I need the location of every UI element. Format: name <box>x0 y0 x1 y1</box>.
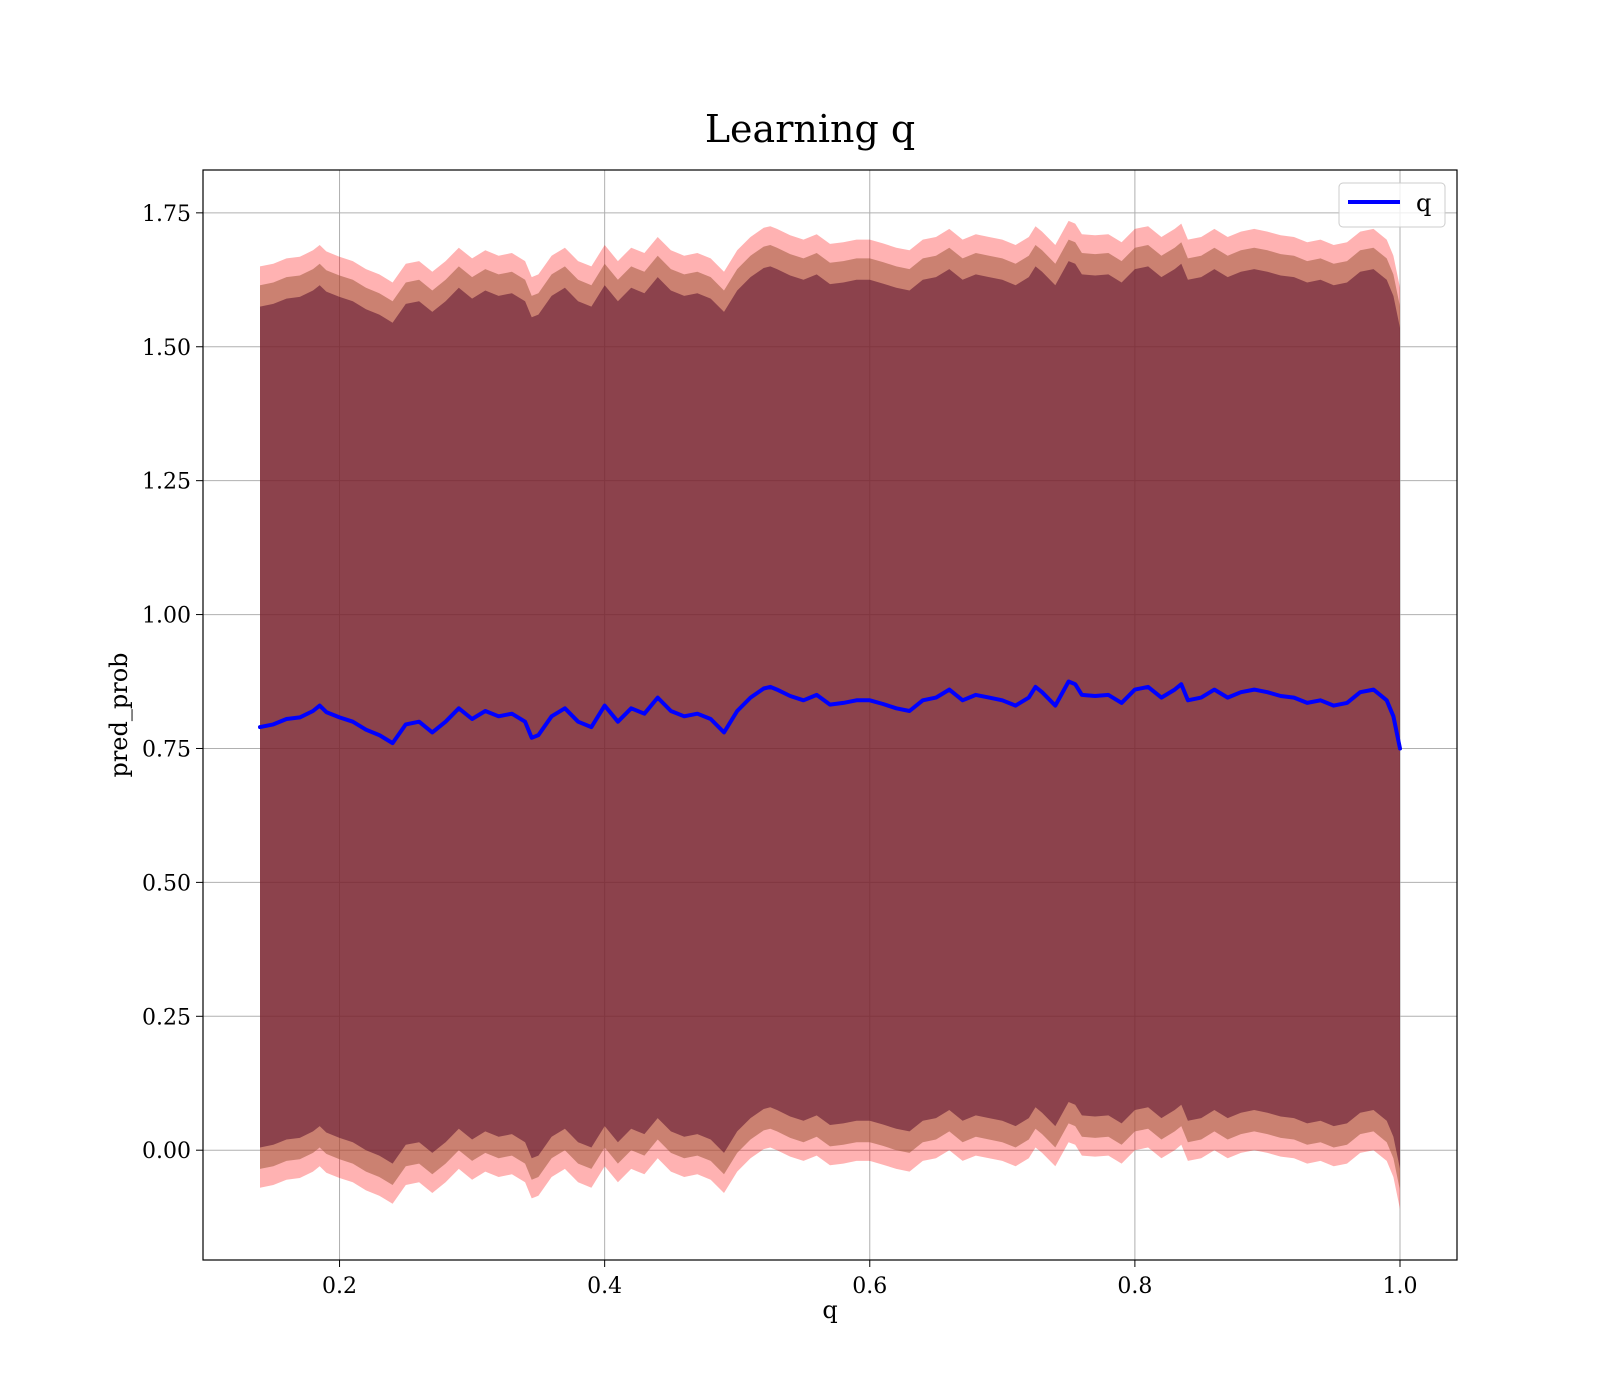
y-tick-label: 1.75 <box>142 202 191 227</box>
chart-title: Learning q <box>705 107 915 151</box>
y-tick-label: 0.25 <box>142 1005 191 1030</box>
x-tick-label: 0.8 <box>1117 1274 1152 1299</box>
legend: q <box>1338 182 1446 228</box>
legend-label: q <box>1416 189 1431 217</box>
y-tick-label: 1.00 <box>142 604 191 629</box>
x-tick-label: 0.2 <box>322 1274 357 1299</box>
y-tick-label: 1.50 <box>142 336 191 361</box>
y-tick-label: 1.25 <box>142 470 191 495</box>
x-axis-ticks: 0.2 0.4 0.6 0.8 1.0 <box>322 1260 1418 1299</box>
x-tick-label: 1.0 <box>1383 1274 1418 1299</box>
series-layer <box>258 679 1402 751</box>
x-tick-label: 0.4 <box>587 1274 622 1299</box>
x-axis-label: q <box>822 1296 837 1324</box>
y-tick-label: 0.75 <box>142 737 191 762</box>
y-axis-ticks: 0.00 0.25 0.50 0.75 1.00 1.25 1.50 1.75 <box>142 202 203 1164</box>
y-tick-label: 0.00 <box>142 1139 191 1164</box>
y-axis-label: pred_prob <box>105 652 133 777</box>
y-tick-label: 0.50 <box>142 871 191 896</box>
legend-box <box>1338 182 1446 228</box>
axes-frame <box>202 169 1458 1261</box>
confidence-bands <box>260 220 1400 1210</box>
band-inner <box>260 261 1400 1169</box>
plot-area <box>202 169 1458 1261</box>
x-tick-label: 0.6 <box>852 1274 887 1299</box>
series-line-q <box>258 679 1402 751</box>
